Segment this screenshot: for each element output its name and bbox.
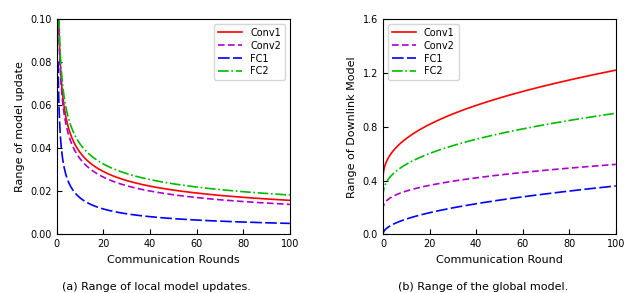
FC1 bbox=[279, 222, 287, 225]
Conv2 bbox=[379, 208, 387, 212]
Conv1 bbox=[379, 179, 387, 182]
X-axis label: Communication Rounds: Communication Rounds bbox=[107, 255, 239, 265]
Conv2 bbox=[492, 174, 500, 177]
Line: Conv2: Conv2 bbox=[58, 19, 290, 204]
Conv2 bbox=[279, 202, 287, 206]
FC1 bbox=[54, 60, 62, 63]
Line: Conv1: Conv1 bbox=[58, 19, 290, 200]
Conv1 bbox=[286, 199, 294, 202]
Line: Conv2: Conv2 bbox=[383, 164, 616, 210]
FC2 bbox=[391, 171, 399, 174]
Conv2 bbox=[286, 202, 294, 206]
FC1 bbox=[167, 217, 175, 220]
FC1 bbox=[286, 222, 294, 225]
Conv1 bbox=[605, 70, 612, 73]
Conv1 bbox=[54, 17, 62, 21]
Conv2 bbox=[605, 163, 613, 167]
FC2 bbox=[612, 111, 620, 115]
FC1 bbox=[391, 222, 399, 225]
FC2 bbox=[54, 17, 62, 21]
FC1 bbox=[486, 200, 494, 203]
Conv2 bbox=[237, 200, 244, 203]
Y-axis label: Range of model update: Range of model update bbox=[15, 61, 25, 192]
FC2 bbox=[167, 182, 175, 185]
X-axis label: Communication Round: Communication Round bbox=[436, 255, 563, 265]
Conv2 bbox=[66, 137, 74, 141]
FC1 bbox=[66, 183, 74, 187]
FC2 bbox=[286, 193, 294, 197]
Conv2 bbox=[54, 17, 62, 21]
Conv2 bbox=[486, 174, 494, 178]
Conv2 bbox=[612, 163, 620, 166]
FC2 bbox=[379, 196, 387, 200]
Conv1 bbox=[279, 198, 287, 202]
Conv1 bbox=[237, 195, 244, 199]
FC1 bbox=[492, 199, 500, 202]
Conv1 bbox=[486, 99, 494, 103]
FC2 bbox=[563, 119, 570, 123]
Conv1 bbox=[279, 198, 287, 202]
Conv1 bbox=[161, 187, 168, 190]
Text: (b) Range of the global model.: (b) Range of the global model. bbox=[398, 282, 568, 292]
FC2 bbox=[605, 113, 613, 116]
FC2 bbox=[486, 134, 494, 138]
Conv1 bbox=[66, 131, 74, 134]
FC2 bbox=[279, 193, 287, 196]
FC1 bbox=[379, 233, 387, 236]
Conv2 bbox=[605, 163, 612, 167]
Text: (a) Range of local model updates.: (a) Range of local model updates. bbox=[62, 282, 252, 292]
FC1 bbox=[237, 220, 244, 224]
Line: FC1: FC1 bbox=[383, 186, 616, 234]
FC1 bbox=[612, 184, 620, 188]
Conv2 bbox=[161, 192, 168, 195]
FC2 bbox=[492, 133, 500, 136]
Conv1 bbox=[167, 188, 175, 191]
FC2 bbox=[279, 193, 287, 196]
Conv1 bbox=[605, 70, 613, 73]
Conv1 bbox=[492, 97, 500, 101]
Conv2 bbox=[167, 193, 175, 196]
FC2 bbox=[605, 113, 612, 116]
FC2 bbox=[237, 190, 244, 193]
Line: Conv1: Conv1 bbox=[383, 70, 616, 180]
Legend: Conv1, Conv2, FC1, FC2: Conv1, Conv2, FC1, FC2 bbox=[214, 24, 285, 80]
FC1 bbox=[605, 185, 613, 188]
FC1 bbox=[563, 190, 570, 193]
FC2 bbox=[66, 121, 74, 125]
FC1 bbox=[161, 216, 168, 220]
Legend: Conv1, Conv2, FC1, FC2: Conv1, Conv2, FC1, FC2 bbox=[388, 24, 458, 80]
Line: FC2: FC2 bbox=[58, 19, 290, 195]
Conv2 bbox=[279, 202, 287, 206]
Y-axis label: Range of Downlink Model: Range of Downlink Model bbox=[347, 56, 357, 197]
FC2 bbox=[161, 180, 168, 184]
Conv1 bbox=[612, 68, 620, 72]
Conv2 bbox=[391, 194, 399, 197]
Conv1 bbox=[563, 79, 570, 82]
Conv2 bbox=[563, 167, 570, 170]
FC1 bbox=[279, 222, 287, 225]
Line: FC2: FC2 bbox=[383, 113, 616, 198]
Conv1 bbox=[391, 147, 399, 151]
FC1 bbox=[605, 185, 612, 188]
Line: FC1: FC1 bbox=[58, 62, 290, 223]
